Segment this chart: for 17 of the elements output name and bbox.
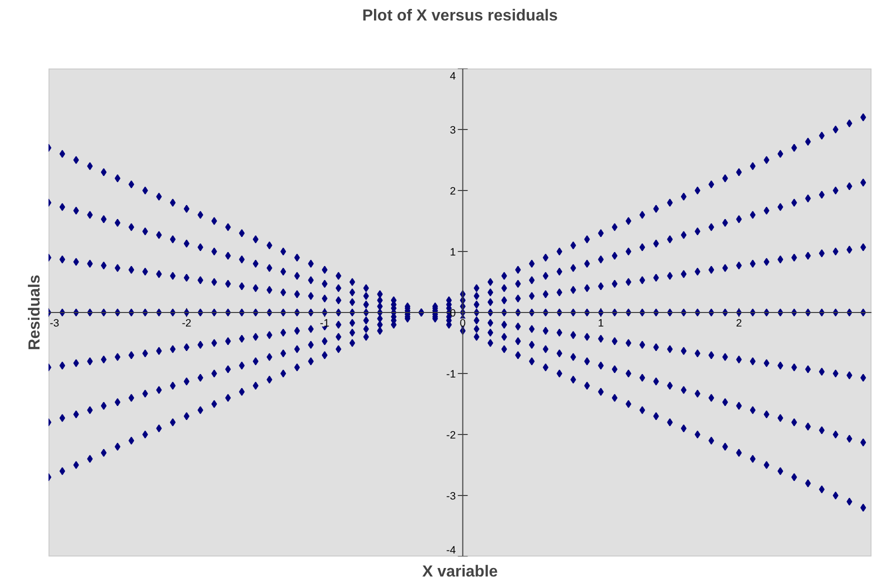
x-tick-label: 2 xyxy=(736,318,742,330)
y-tick-label: -4 xyxy=(446,544,456,556)
x-tick-label: -3 xyxy=(50,318,60,330)
x-tick-label: -2 xyxy=(182,318,192,330)
y-axis-title: Residuals xyxy=(26,274,44,350)
y-tick-label: 4 xyxy=(450,70,456,82)
y-tick-label: 1 xyxy=(450,246,456,258)
y-tick-label: -2 xyxy=(446,430,456,442)
chart-title: Plot of X versus residuals xyxy=(362,8,558,24)
y-tick-label: 3 xyxy=(450,124,456,136)
y-tick-label: -3 xyxy=(446,490,456,502)
x-axis-title: X variable xyxy=(422,564,498,580)
x-tick-label: 1 xyxy=(598,318,604,330)
x-tick-label: -1 xyxy=(320,318,330,330)
y-tick-label: -1 xyxy=(446,368,456,380)
x-tick-label: 0 xyxy=(460,318,466,330)
y-tick-label: 2 xyxy=(450,186,456,198)
